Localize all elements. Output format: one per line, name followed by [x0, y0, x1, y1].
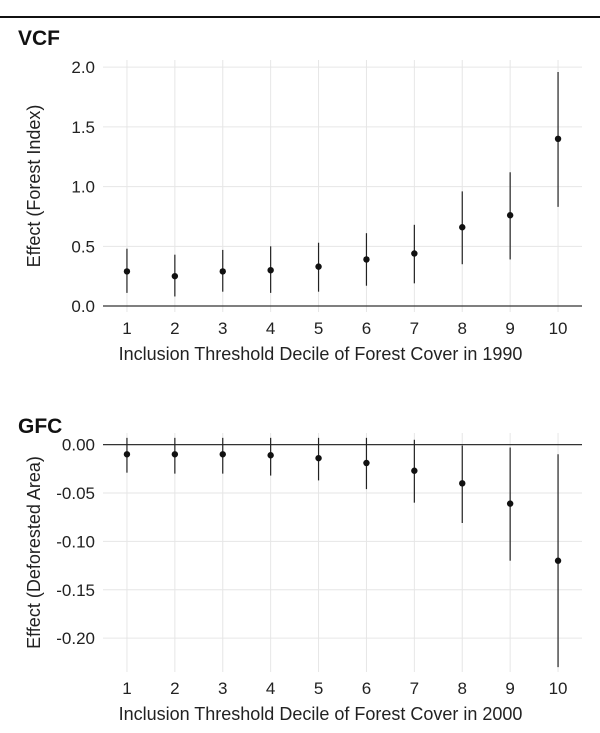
x-tick-label: 9 [505, 319, 514, 338]
y-tick-label: -0.20 [56, 629, 95, 648]
x-tick-label: 1 [122, 679, 131, 698]
y-tick-label: 0.5 [71, 237, 95, 256]
point-estimate [411, 250, 418, 257]
x-tick-label: 4 [266, 679, 275, 698]
point-estimate [506, 212, 514, 219]
y-axis-label: Effect (Forest Index) [24, 105, 44, 268]
x-tick-label: 7 [410, 319, 419, 338]
x-axis-label: Inclusion Threshold Decile of Forest Cov… [119, 344, 523, 364]
point-estimate [363, 256, 370, 263]
x-tick-label: 8 [458, 679, 467, 698]
y-tick-label: -0.10 [56, 532, 95, 551]
y-tick-label: -0.05 [56, 484, 95, 503]
point-estimate [315, 454, 322, 462]
x-tick-label: 2 [170, 679, 179, 698]
point-estimate [219, 451, 226, 458]
x-tick-label: 10 [549, 319, 568, 338]
point-estimate [459, 224, 466, 231]
y-tick-label: 0.00 [62, 436, 95, 455]
x-tick-label: 3 [218, 319, 227, 338]
x-tick-label: 8 [458, 319, 467, 338]
x-tick-label: 5 [314, 679, 323, 698]
y-tick-label: 1.0 [71, 178, 95, 197]
y-axis-label: Effect (Deforested Area) [24, 456, 44, 649]
x-tick-label: 6 [362, 319, 371, 338]
x-tick-label: 10 [549, 679, 568, 698]
x-tick-label: 3 [218, 679, 227, 698]
x-tick-label: 2 [170, 319, 179, 338]
point-estimate [123, 451, 131, 458]
top-rule [0, 16, 600, 18]
point-estimate [554, 135, 562, 143]
point-estimate [267, 266, 274, 274]
x-tick-label: 6 [362, 679, 371, 698]
panel-1: VCF 0.0 0.5 1.0 1.5 2.0 1 2 3 4 5 6 7 8 9 10 Inclusion T… [18, 27, 582, 364]
x-tick-label: 1 [122, 319, 131, 338]
x-tick-label: 7 [410, 679, 419, 698]
y-tick-label: 0.0 [71, 297, 95, 316]
point-estimate [506, 500, 514, 507]
point-estimate [459, 480, 466, 487]
x-tick-label: 5 [314, 319, 323, 338]
point-estimate [267, 452, 274, 459]
point-estimate [123, 268, 131, 275]
panel-title: VCF [18, 27, 60, 50]
x-tick-label: 4 [266, 319, 275, 338]
point-estimate [315, 263, 322, 270]
y-tick-label: 1.5 [71, 118, 95, 137]
y-tick-label: 2.0 [71, 58, 95, 77]
panel-title: GFC [18, 415, 62, 438]
x-tick-label: 9 [505, 679, 514, 698]
point-estimate [219, 268, 226, 275]
y-tick-label: -0.15 [56, 581, 95, 600]
point-estimate [171, 451, 179, 458]
point-estimate [171, 272, 179, 280]
x-axis-label: Inclusion Threshold Decile of Forest Cov… [119, 704, 523, 724]
point-estimate [363, 459, 370, 467]
point-estimate [411, 467, 418, 474]
point-estimate [554, 557, 562, 564]
